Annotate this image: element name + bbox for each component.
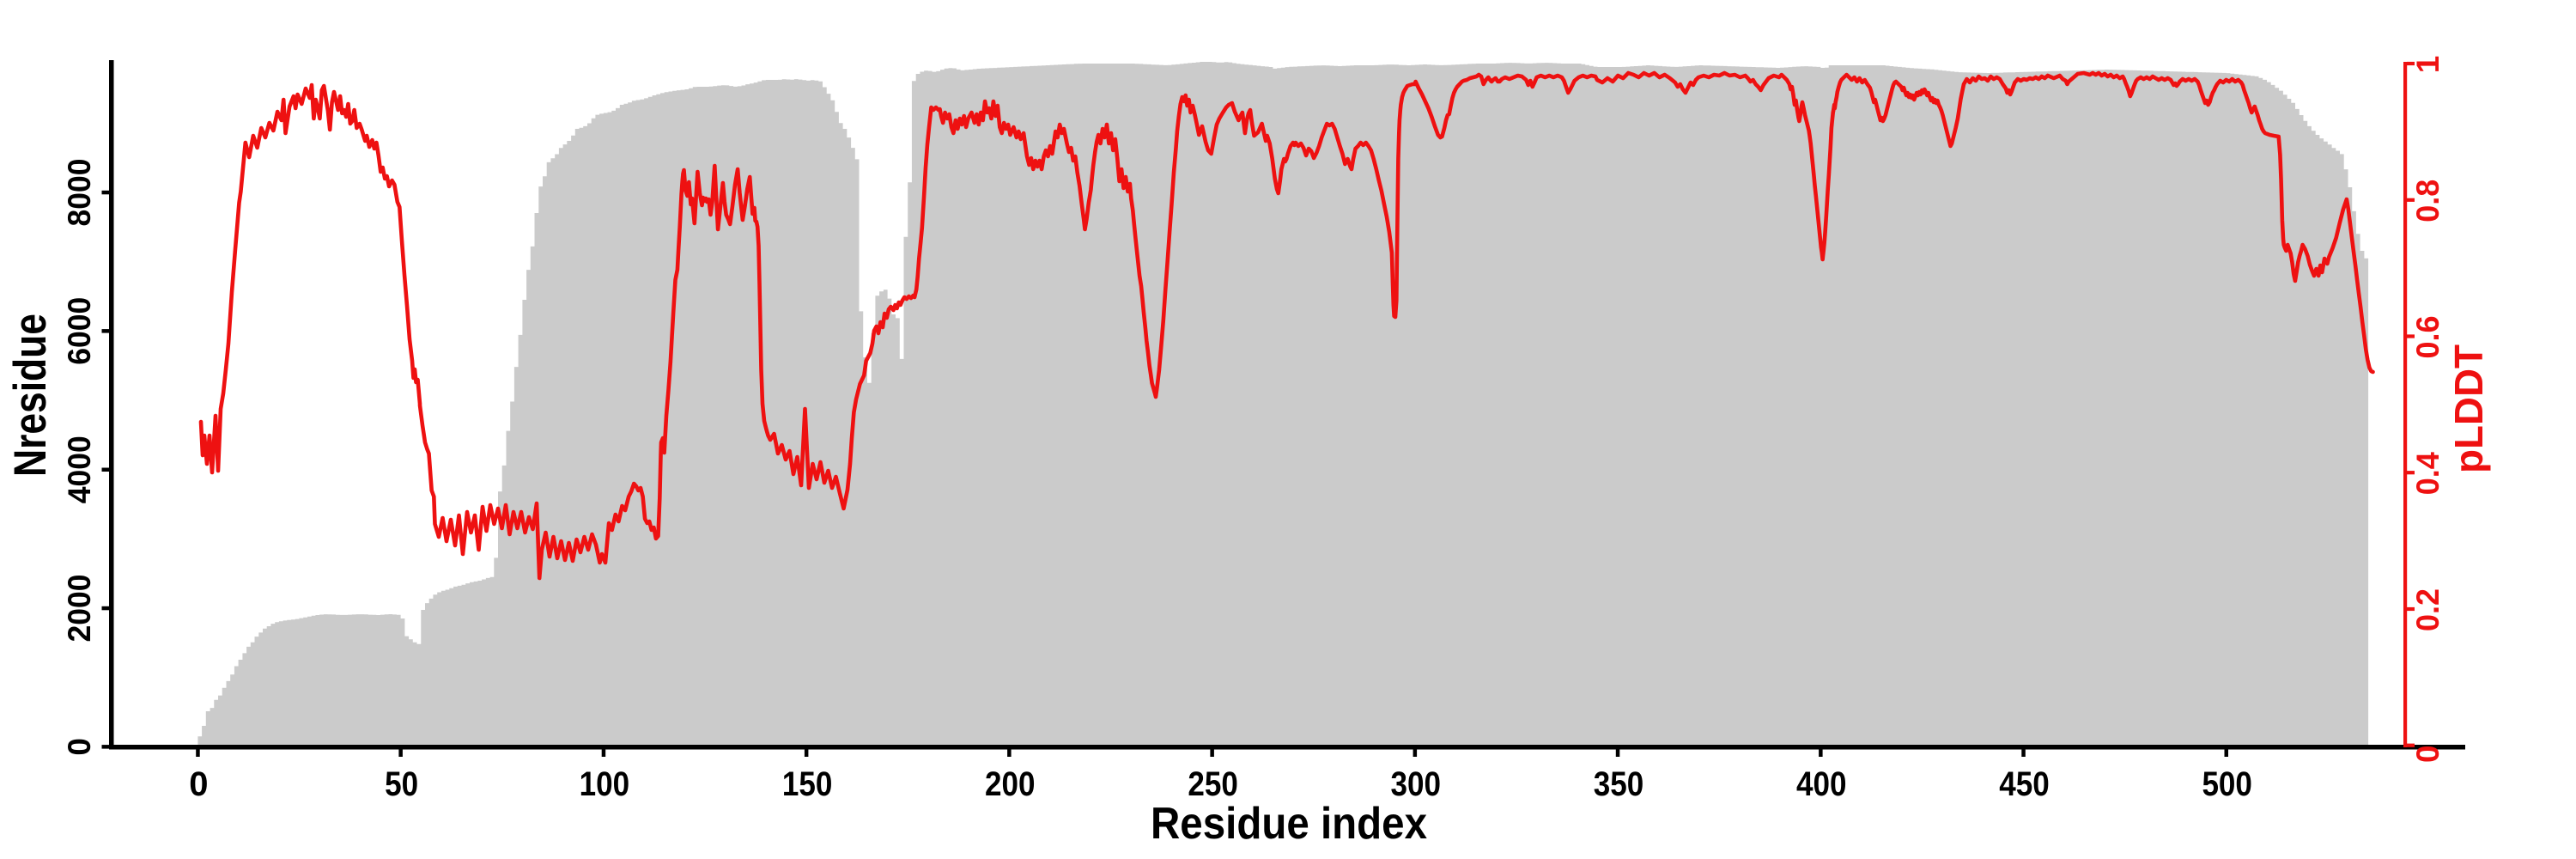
svg-text:100: 100 xyxy=(580,765,630,803)
svg-text:pLDDT: pLDDT xyxy=(2446,344,2491,473)
svg-text:0: 0 xyxy=(62,738,97,756)
svg-text:0: 0 xyxy=(2410,745,2445,763)
svg-text:350: 350 xyxy=(1594,765,1644,803)
svg-text:450: 450 xyxy=(1999,765,2050,803)
svg-text:400: 400 xyxy=(1796,765,1847,803)
svg-text:0: 0 xyxy=(189,765,208,803)
svg-text:0.4: 0.4 xyxy=(2410,452,2445,495)
svg-text:6000: 6000 xyxy=(62,297,97,365)
svg-text:2000: 2000 xyxy=(62,575,97,643)
svg-text:300: 300 xyxy=(1391,765,1442,803)
svg-text:0.2: 0.2 xyxy=(2410,588,2445,631)
svg-text:0.8: 0.8 xyxy=(2410,180,2445,222)
svg-text:500: 500 xyxy=(2202,765,2252,803)
svg-text:200: 200 xyxy=(985,765,1036,803)
svg-text:8000: 8000 xyxy=(62,159,97,227)
svg-text:250: 250 xyxy=(1188,765,1238,803)
svg-text:1: 1 xyxy=(2410,56,2445,74)
svg-text:Nresidue: Nresidue xyxy=(5,314,56,477)
svg-text:4000: 4000 xyxy=(62,436,97,503)
svg-text:50: 50 xyxy=(385,765,418,803)
svg-text:150: 150 xyxy=(782,765,833,803)
svg-text:Residue index: Residue index xyxy=(1151,799,1427,849)
svg-text:0.6: 0.6 xyxy=(2410,316,2445,359)
